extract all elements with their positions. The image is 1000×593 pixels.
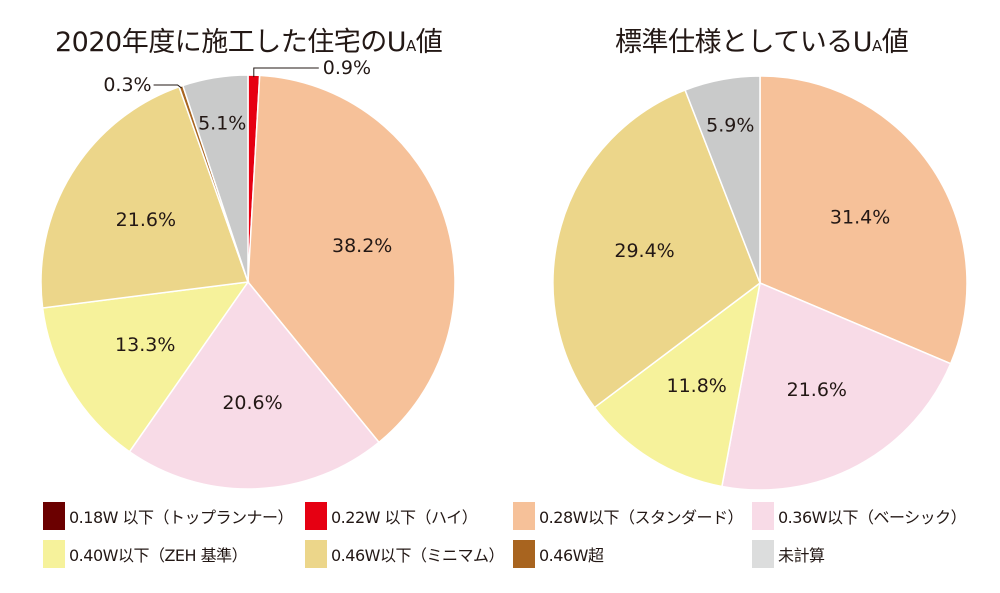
legend-label: 0.40W以下（ZEH 基準） xyxy=(69,546,248,565)
legend-swatch xyxy=(43,540,65,568)
legend-item: 0.40W以下（ZEH 基準） xyxy=(43,540,248,568)
title-text-end: 値 xyxy=(415,27,443,58)
legend-item: 未計算 xyxy=(752,540,825,568)
callout-line xyxy=(253,67,319,78)
legend-swatch xyxy=(752,540,774,568)
slice-label: 11.8% xyxy=(667,375,727,397)
legend-item: 0.46W超 xyxy=(513,540,604,568)
title-text: 2020年度に施工した住宅のU xyxy=(55,27,406,58)
legend-swatch xyxy=(305,502,327,530)
pie-slice xyxy=(593,281,762,488)
right-chart-title: 標準仕様としているUA値 xyxy=(615,20,909,59)
slice-label: 29.4% xyxy=(614,240,674,262)
legend-swatch xyxy=(305,540,327,568)
legend-swatch xyxy=(513,540,535,568)
legend-swatch xyxy=(752,502,774,530)
pie-slice xyxy=(41,281,250,453)
slice-label: 5.1% xyxy=(198,113,246,135)
legend-label: 0.46W超 xyxy=(539,546,604,565)
legend-label: 0.46W以下（ミニマム） xyxy=(331,546,504,565)
pie-slice xyxy=(552,89,761,409)
slice-label: 0.9% xyxy=(323,57,371,79)
legend-swatch xyxy=(43,502,65,530)
legend-item: 0.46W以下（ミニマム） xyxy=(305,540,504,568)
legend-item: 0.22W 以下（ハイ） xyxy=(305,502,478,530)
legend-label: 0.18W 以下（トップランナー） xyxy=(69,508,294,527)
slice-label: 5.9% xyxy=(706,114,754,136)
slice-label: 13.3% xyxy=(115,334,175,356)
pie-slice xyxy=(40,85,250,309)
title-subscript: A xyxy=(871,37,882,55)
slice-label: 38.2% xyxy=(332,235,392,257)
pie-slice xyxy=(759,75,968,365)
legend-item: 0.18W 以下（トップランナー） xyxy=(43,502,294,530)
legend-label: 0.36W以下（ベーシック） xyxy=(778,508,967,527)
pie-slice xyxy=(684,75,761,284)
slice-label: 0.3% xyxy=(103,74,151,96)
slice-label: 21.6% xyxy=(116,209,176,231)
pie-slice xyxy=(181,74,249,283)
legend-item: 0.36W以下（ベーシック） xyxy=(752,502,967,530)
title-text-end: 値 xyxy=(881,27,909,58)
legend-label: 0.28W以下（スタンダード） xyxy=(539,508,743,527)
slice-label: 21.6% xyxy=(787,379,847,401)
legend-label: 未計算 xyxy=(778,546,825,565)
callout-line xyxy=(153,84,182,89)
title-subscript: A xyxy=(405,37,416,55)
title-text: 標準仕様としているU xyxy=(615,27,872,58)
pie-slice xyxy=(128,280,380,490)
legend-swatch xyxy=(513,502,535,530)
left-chart-title: 2020年度に施工した住宅のUA値 xyxy=(55,20,443,59)
pie-slice xyxy=(721,281,952,491)
pie-slice xyxy=(247,74,456,444)
slice-label: 31.4% xyxy=(830,207,890,229)
slice-label: 20.6% xyxy=(222,392,282,414)
legend-label: 0.22W 以下（ハイ） xyxy=(331,508,478,527)
legend-item: 0.28W以下（スタンダード） xyxy=(513,502,743,530)
